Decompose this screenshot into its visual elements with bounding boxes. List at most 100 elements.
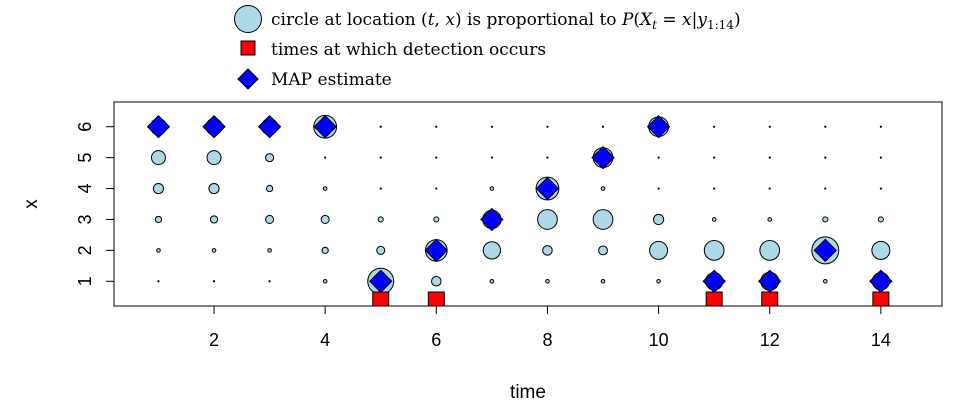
- probability-circle: [768, 156, 771, 159]
- probability-circle: [435, 187, 438, 190]
- probability-circle: [206, 150, 222, 166]
- x-tick-label: 8: [542, 330, 552, 350]
- probability-circle: [711, 217, 717, 222]
- y-tick-label: 2: [75, 245, 95, 255]
- probability-circle: [265, 153, 275, 163]
- probability-circles: [149, 114, 891, 295]
- probability-circle: [433, 216, 440, 223]
- probability-circle: [546, 125, 549, 128]
- legend-square-marker: [240, 40, 256, 56]
- probability-circle: [322, 278, 328, 284]
- probability-circle: [600, 278, 606, 284]
- probability-circle: [379, 187, 382, 190]
- map-diamond: [591, 145, 615, 170]
- probability-circle: [545, 278, 550, 284]
- legend-diamond-marker: [237, 68, 259, 90]
- detection-square: [705, 291, 723, 307]
- probability-circle: [208, 182, 220, 195]
- map-diamond: [480, 207, 504, 232]
- probability-circle: [267, 248, 272, 253]
- probability-circle: [546, 156, 549, 159]
- probability-circle: [435, 156, 438, 159]
- probability-circle: [713, 156, 716, 159]
- x-tick-label: 4: [320, 330, 330, 350]
- probability-circle: [879, 187, 882, 190]
- probability-circle: [600, 186, 606, 191]
- probability-circle: [489, 278, 495, 284]
- map-diamond: [146, 115, 171, 139]
- y-axis-title: x: [21, 199, 42, 209]
- probability-circle: [542, 245, 553, 256]
- map-diamond: [813, 238, 838, 263]
- map-diamond: [202, 115, 226, 139]
- x-tick-label: 6: [431, 330, 441, 350]
- map-diamond: [424, 238, 449, 263]
- probability-circle: [657, 156, 660, 159]
- map-diamond: [535, 176, 560, 201]
- probability-circle: [431, 276, 442, 287]
- detection-square: [872, 291, 890, 307]
- map-diamond: [369, 269, 393, 293]
- probability-circle: [490, 125, 493, 128]
- probability-circle: [879, 125, 882, 128]
- map-diamond: [257, 115, 282, 139]
- legend: circle at location (t, x) is proportiona…: [234, 5, 741, 90]
- probability-circle: [598, 245, 608, 256]
- detection-markers: [372, 291, 890, 307]
- x-tick-label: 2: [209, 330, 219, 350]
- probability-circle: [212, 280, 216, 283]
- legend-circle-marker: [234, 5, 262, 33]
- probability-circle: [703, 240, 725, 261]
- probability-circle: [379, 125, 382, 128]
- x-tick-label: 12: [760, 330, 780, 350]
- probability-circle: [537, 209, 558, 230]
- probability-circle: [377, 216, 384, 223]
- probability-circle: [824, 156, 827, 159]
- probability-circle: [657, 187, 660, 190]
- probability-circle: [871, 240, 891, 260]
- probability-circle: [767, 217, 773, 222]
- probability-circle: [157, 280, 160, 283]
- probability-circle: [376, 245, 386, 255]
- detection-square: [761, 291, 779, 307]
- probability-circle: [601, 125, 605, 128]
- probability-circle: [482, 241, 502, 260]
- probability-circle: [154, 215, 163, 224]
- map-estimate-markers: [146, 115, 893, 293]
- probability-circle: [320, 214, 330, 224]
- map-diamond: [313, 115, 337, 139]
- legend-diamond-text: MAP estimate: [271, 70, 392, 90]
- probability-circle: [265, 214, 275, 224]
- probability-circle: [877, 216, 884, 223]
- probability-circle: [322, 186, 328, 191]
- map-diamond: [646, 115, 671, 139]
- x-axis: 2 4 6 8 10 12 14: [209, 305, 891, 350]
- probability-circle: [211, 248, 217, 253]
- probability-circle: [649, 240, 669, 260]
- detection-square: [372, 291, 390, 307]
- y-tick-label: 6: [75, 122, 95, 132]
- y-tick-label: 4: [75, 184, 95, 194]
- probability-circle: [592, 209, 614, 230]
- probability-circle: [489, 186, 495, 191]
- probability-circle: [656, 278, 661, 284]
- probability-circle: [150, 150, 166, 166]
- probability-circle: [822, 216, 829, 223]
- x-axis-title: time: [510, 382, 546, 403]
- probability-circle: [379, 156, 382, 159]
- probability-circle: [713, 187, 716, 190]
- probability-circle: [490, 156, 493, 159]
- legend-circle-text: circle at location (t, x) is proportiona…: [271, 10, 741, 32]
- y-axis: 1 2 3 4 5 6: [75, 122, 115, 286]
- probability-circle: [824, 125, 827, 128]
- probability-circle: [823, 278, 828, 284]
- legend-square-text: times at which detection occurs: [271, 40, 546, 60]
- map-diamond: [869, 269, 893, 293]
- probability-circle: [209, 215, 219, 224]
- probability-circle: [759, 240, 781, 261]
- plot-frame: [113, 101, 943, 307]
- probability-circle: [824, 187, 827, 190]
- map-diamond: [702, 269, 726, 293]
- y-tick-label: 1: [75, 276, 95, 286]
